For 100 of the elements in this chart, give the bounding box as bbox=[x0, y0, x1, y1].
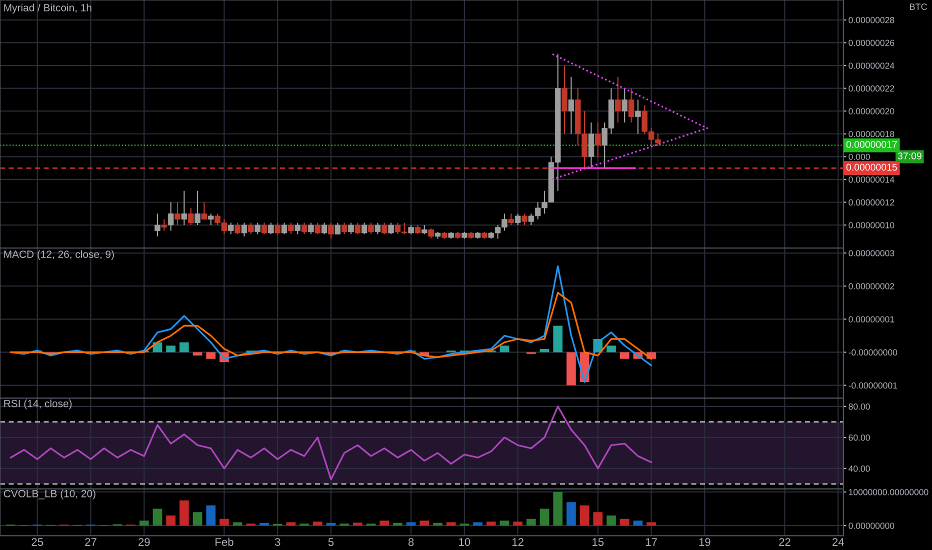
bar bbox=[192, 352, 202, 356]
bar bbox=[433, 522, 442, 526]
y-tick-label: -0.00000001 bbox=[848, 382, 898, 389]
bar bbox=[473, 522, 482, 526]
bar bbox=[500, 346, 510, 352]
candlestick bbox=[588, 122, 594, 169]
x-tick-label: 24 bbox=[832, 538, 844, 546]
y-tick-label: 0.00000022 bbox=[848, 85, 894, 92]
bar bbox=[580, 505, 590, 526]
chart-title: MACD (12, 26, close, 9) bbox=[4, 250, 114, 260]
x-tick-label: 5 bbox=[328, 538, 334, 546]
bar bbox=[232, 522, 242, 526]
candlestick bbox=[622, 88, 628, 124]
x-tick-label: 25 bbox=[32, 538, 44, 546]
bar bbox=[633, 520, 643, 526]
x-tick-label: 12 bbox=[512, 538, 524, 546]
text: 37:09 bbox=[898, 152, 922, 160]
bar bbox=[646, 522, 656, 526]
x-tick-label: 3 bbox=[274, 538, 280, 546]
bar bbox=[260, 522, 269, 526]
candlestick bbox=[254, 222, 260, 235]
x-tick-label: 8 bbox=[408, 538, 414, 546]
candlestick bbox=[334, 222, 341, 235]
candlestick bbox=[248, 222, 254, 235]
chart-title: RSI (14, close) bbox=[4, 400, 72, 410]
y-tick-label: 0.00000012 bbox=[848, 199, 894, 206]
bar bbox=[566, 352, 576, 386]
candlestick bbox=[241, 222, 248, 237]
bar bbox=[353, 522, 362, 526]
candlestick bbox=[368, 222, 374, 235]
bar bbox=[380, 520, 390, 526]
bar bbox=[139, 520, 149, 526]
y-tick-label: 0.00000026 bbox=[848, 40, 894, 46]
x-tick-label: Feb bbox=[216, 538, 234, 546]
bar bbox=[553, 326, 563, 352]
candlestick bbox=[408, 224, 414, 235]
bar bbox=[606, 516, 616, 526]
ref-line-label: 0.00000015 bbox=[846, 164, 897, 171]
y-tick-label: 0.00000000 bbox=[848, 522, 894, 529]
x-tick-label: 19 bbox=[699, 538, 710, 546]
y-tick-label: 80.00 bbox=[848, 403, 870, 410]
candlestick bbox=[595, 122, 601, 158]
y-tick-label: 60.00 bbox=[848, 434, 870, 441]
x-tick-label: 10 bbox=[459, 538, 470, 546]
bar bbox=[286, 522, 296, 526]
y-tick-label: 0.00000003 bbox=[848, 250, 894, 256]
candlestick bbox=[154, 213, 160, 237]
candlestick bbox=[168, 202, 174, 232]
y-tick-label: 0.000 bbox=[848, 154, 870, 160]
ref-line-label: 0.00000017 bbox=[846, 141, 897, 148]
candlestick bbox=[314, 222, 321, 235]
candlestick bbox=[361, 222, 368, 235]
x-tick-label: 15 bbox=[592, 538, 604, 546]
chart-title: CVOLB_LB (10, 20) bbox=[4, 490, 96, 500]
bar bbox=[606, 346, 616, 352]
y-tick-label: 0.00000028 bbox=[848, 17, 894, 24]
bar bbox=[180, 500, 189, 526]
bar bbox=[566, 502, 576, 526]
y-tick-label: 0.00000001 bbox=[848, 316, 894, 322]
line-series bbox=[10, 265, 652, 383]
candlestick bbox=[422, 224, 428, 235]
x-tick-label: 17 bbox=[646, 538, 657, 546]
bar bbox=[526, 518, 536, 526]
candlestick bbox=[181, 190, 188, 226]
candlestick bbox=[522, 213, 528, 226]
candlestick bbox=[348, 222, 354, 235]
y-tick-label: 0.00000018 bbox=[848, 130, 894, 138]
candlestick bbox=[615, 76, 621, 124]
candlestick bbox=[635, 99, 641, 134]
bar bbox=[166, 516, 176, 526]
x-tick-label: 27 bbox=[85, 538, 96, 546]
bar bbox=[513, 522, 522, 526]
y-tick-label: -0.00000000 bbox=[848, 349, 898, 356]
y-tick-label: 0.00000014 bbox=[848, 176, 894, 183]
x-tick-label: 29 bbox=[138, 538, 150, 546]
bar bbox=[152, 508, 162, 526]
candlestick bbox=[201, 202, 208, 220]
x-tick-label: 22 bbox=[779, 538, 790, 546]
candlestick bbox=[281, 222, 288, 235]
bar bbox=[553, 492, 563, 526]
bar bbox=[446, 522, 456, 526]
candlestick bbox=[308, 222, 314, 235]
candlestick bbox=[562, 64, 568, 134]
bar bbox=[206, 505, 216, 526]
y-tick-label: 0.00000024 bbox=[848, 62, 894, 69]
candlestick bbox=[514, 213, 521, 226]
candlestick bbox=[301, 222, 308, 235]
y-tick-label: 40.00 bbox=[848, 466, 870, 472]
candlestick bbox=[628, 88, 634, 124]
candlestick bbox=[374, 222, 381, 235]
candlestick bbox=[228, 222, 234, 235]
bar bbox=[500, 520, 510, 526]
candlestick bbox=[294, 222, 300, 235]
text: BTC bbox=[910, 4, 927, 10]
y-tick-label: 0.00000020 bbox=[848, 108, 894, 114]
y-tick-label: 0.00000002 bbox=[848, 283, 894, 290]
bar bbox=[540, 508, 550, 526]
bar bbox=[192, 512, 202, 526]
candlestick bbox=[328, 222, 334, 240]
candlestick bbox=[234, 222, 240, 235]
